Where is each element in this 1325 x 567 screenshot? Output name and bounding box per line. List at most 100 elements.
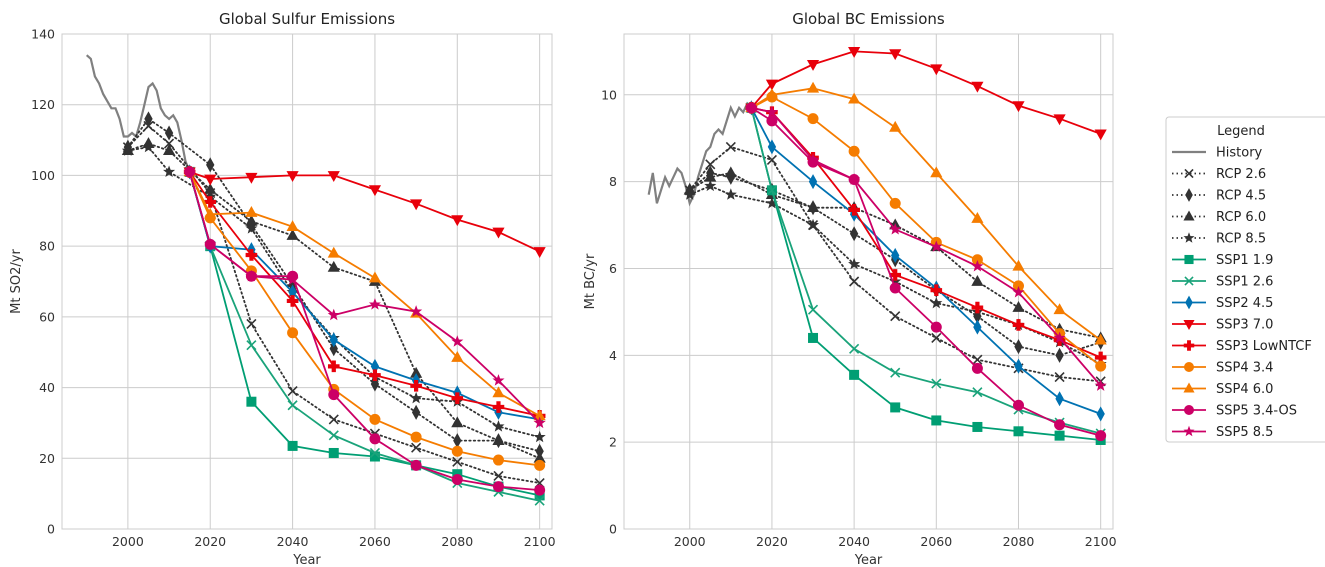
sulfur-emissions-panel: 2000 2020 2040 2060 2080 21000204060801001201…: [9, 10, 556, 567]
legend-marker-star: [1183, 232, 1195, 243]
y-tick-label: 2: [609, 435, 617, 450]
x-tick-label: 2000: [674, 534, 706, 549]
data-point-x-mark: [931, 378, 942, 389]
data-point-x-mark: [246, 318, 257, 329]
legend-item-ssp4-6-0: SSP4 6.0: [1172, 382, 1273, 397]
x-axis-label: Year: [292, 553, 321, 567]
legend-label: SSP2 4.5: [1216, 296, 1273, 311]
series-ssp1-2-6: [746, 102, 1106, 439]
series-line: [188, 171, 541, 424]
data-point-triangle-up: [1053, 303, 1066, 315]
data-point-triangle-down: [451, 215, 464, 227]
data-point-thin-diamond: [1014, 339, 1023, 355]
data-point-x-mark: [807, 304, 819, 315]
x-tick-label: 2100: [1085, 534, 1117, 549]
legend: Legend History RCP 2.6 RCP 4.5 RCP 6.0 RCP 8.…: [1165, 116, 1325, 443]
y-tick-labels: 0 20 40 60 80 100 120 140: [31, 27, 55, 537]
x-tick-label: 2060: [359, 534, 391, 549]
x-tick-label: 2100: [524, 534, 556, 549]
series-line: [750, 106, 1102, 441]
x-axis-label: Year: [854, 553, 883, 567]
data-point-circle: [930, 321, 942, 333]
data-point-star: [451, 335, 464, 347]
data-point-triangle-down: [533, 247, 546, 258]
legend-marker-x-mark: [1184, 276, 1194, 286]
data-point-star: [848, 257, 861, 270]
data-point-star: [183, 165, 196, 178]
data-point-triangle-up: [451, 350, 464, 362]
legend-label: SSP5 8.5: [1216, 425, 1273, 440]
data-point-triangle-down: [765, 79, 779, 91]
bc-emissions-panel: 2000 2020 2040 2060 2080 2100 0 2 4 6 8 10 Global BC…: [583, 10, 1117, 567]
data-point-circle: [287, 327, 299, 339]
data-point-triangle-down: [410, 199, 423, 211]
data-point-star: [745, 101, 758, 113]
legend-marker-triangle-up: [1183, 382, 1195, 393]
data-point-triangle-down: [286, 171, 299, 182]
gridlines: [62, 33, 552, 530]
data-point-star: [724, 188, 737, 200]
data-point-star: [121, 144, 134, 156]
legend-item-rcp-8-5: RCP 8.5: [1172, 232, 1266, 247]
legend-label: RCP 6.0: [1216, 210, 1266, 225]
data-point-x-mark: [849, 276, 860, 287]
data-point-square: [849, 369, 860, 380]
series-line: [127, 124, 541, 484]
series-line: [750, 87, 1102, 341]
series-ssp5-8-5: [183, 165, 546, 429]
data-point-triangle-up: [327, 260, 340, 272]
x-tick-labels: 2000 2020 2040 2060 2080 2100: [674, 534, 1117, 549]
legend-label: SSP3 7.0: [1216, 318, 1273, 333]
x-tick-label: 2080: [441, 534, 473, 549]
data-point-x-mark: [328, 414, 339, 425]
plot-frame: [61, 33, 553, 530]
series-line: [188, 171, 541, 253]
data-point-x-mark: [452, 456, 463, 467]
data-point-x-mark: [705, 159, 716, 170]
series-line: [188, 171, 541, 417]
legend-marker-plus: [1183, 340, 1195, 351]
legend-item-ssp5-8-5: SSP5 8.5: [1172, 425, 1273, 440]
data-point-circle: [492, 481, 504, 493]
data-point-thin-diamond: [808, 174, 818, 190]
data-point-triangle-down: [806, 60, 820, 71]
history-line: [647, 101, 753, 207]
data-point-plus: [930, 284, 943, 296]
data-point-plus: [492, 401, 505, 413]
legend-label: History: [1216, 146, 1263, 161]
data-point-star: [492, 420, 505, 432]
legend-item-rcp-2-6: RCP 2.6: [1172, 167, 1266, 182]
data-point-circle: [410, 459, 422, 471]
data-point-thin-diamond: [453, 433, 462, 449]
legend-item-ssp5-3-4-os: SSP5 3.4-OS: [1172, 404, 1297, 419]
data-point-triangle-down: [971, 81, 984, 93]
data-point-circle: [971, 362, 983, 374]
data-point-star: [889, 223, 902, 235]
y-tick-label: 6: [609, 261, 617, 276]
x-tick-label: 2020: [756, 534, 788, 549]
data-point-triangle-down: [848, 47, 861, 58]
data-point-star: [286, 273, 299, 285]
data-point-triangle-up: [1012, 259, 1025, 271]
data-point-star: [1012, 285, 1025, 298]
series-ssp5-8-5: [745, 101, 1107, 391]
y-tick-label: 0: [47, 522, 55, 537]
data-point-triangle-up: [245, 206, 258, 217]
data-point-star: [1053, 331, 1066, 344]
data-point-circle: [807, 113, 819, 125]
data-point-star: [806, 218, 820, 231]
legend-item-ssp1-2-6: SSP1 2.6: [1172, 275, 1273, 290]
legend-label: SSP5 3.4-OS: [1216, 404, 1297, 419]
data-point-thin-diamond: [1055, 391, 1064, 407]
y-tick-label: 120: [31, 97, 55, 112]
data-point-thin-diamond: [1055, 347, 1064, 363]
data-point-thin-diamond: [164, 125, 174, 141]
y-tick-label: 20: [39, 451, 55, 466]
data-point-star: [683, 188, 696, 200]
data-point-circle: [451, 445, 463, 457]
legend-item-ssp3-7-0: SSP3 7.0: [1172, 318, 1273, 333]
data-point-triangle-up: [930, 166, 943, 178]
data-point-x-mark: [849, 343, 860, 354]
data-point-plus: [327, 360, 340, 373]
data-point-plus: [410, 380, 422, 392]
